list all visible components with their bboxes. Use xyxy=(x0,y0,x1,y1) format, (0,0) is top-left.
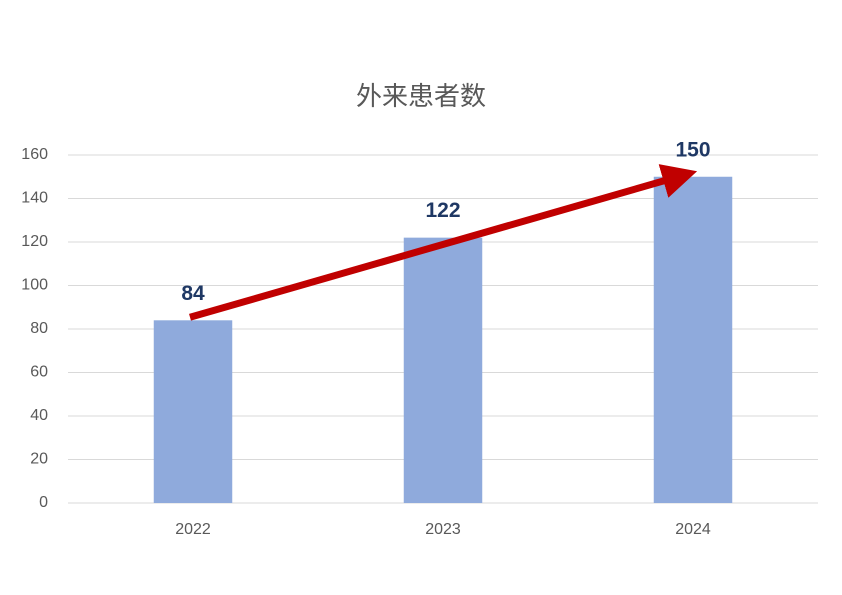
y-tick-label: 120 xyxy=(21,233,48,250)
trend-arrow xyxy=(189,164,698,321)
bar xyxy=(153,320,233,503)
data-label: 122 xyxy=(425,199,460,222)
x-tick-label: 2023 xyxy=(425,521,461,538)
y-tick-label: 140 xyxy=(21,190,48,207)
data-label: 150 xyxy=(675,138,710,161)
y-tick-label: 60 xyxy=(30,364,48,381)
y-tick-label: 160 xyxy=(21,146,48,163)
y-tick-label: 20 xyxy=(30,451,48,468)
y-tick-label: 100 xyxy=(21,277,48,294)
y-tick-label: 40 xyxy=(30,407,48,424)
data-label: 84 xyxy=(181,282,205,305)
bar xyxy=(653,176,733,503)
bar xyxy=(403,237,483,503)
y-tick-label: 0 xyxy=(39,494,48,511)
x-tick-label: 2022 xyxy=(175,521,211,538)
y-tick-label: 80 xyxy=(30,320,48,337)
chart-title: 外来患者数 xyxy=(356,81,486,111)
x-tick-label: 2024 xyxy=(675,521,711,538)
